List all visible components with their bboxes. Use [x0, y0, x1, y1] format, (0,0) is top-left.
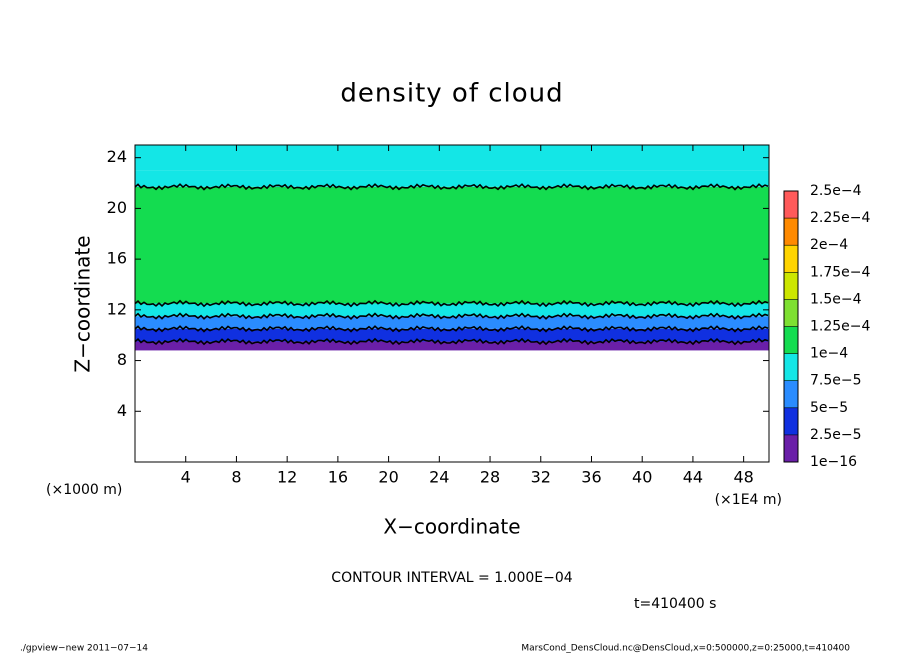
contour-line [134, 312, 769, 321]
x-tick-label: 44 [683, 468, 703, 487]
y-tick-label: 4 [117, 401, 127, 420]
colorbar-label: 1.25e−4 [810, 319, 871, 335]
x-tick-label: 12 [277, 468, 297, 487]
x-tick-label: 20 [378, 468, 398, 487]
colorbar-bin [784, 218, 798, 246]
contour-line [134, 183, 769, 191]
colorbar-label: 7.5e−5 [810, 373, 862, 389]
colorbar-label: 1.75e−4 [810, 264, 871, 280]
colorbar-bin [784, 353, 798, 381]
heat-cell [135, 341, 769, 351]
colorbar-label: 2.5e−5 [810, 427, 862, 443]
plot-frame [134, 144, 770, 463]
colorbar-label: 2.25e−4 [810, 210, 871, 226]
heat-cell [135, 145, 769, 171]
x-tick-label: 8 [231, 468, 241, 487]
heat-cell [135, 328, 769, 342]
heat-cell [135, 316, 769, 329]
colorbar-bin [784, 272, 798, 300]
x-tick-label: 36 [581, 468, 601, 487]
x-unit-left: (×1000 m) [46, 482, 122, 498]
heat-cell [135, 186, 769, 304]
chart-title: density of cloud [340, 79, 563, 109]
x-axis-label: X−coordinate [383, 515, 520, 539]
x-tick-label: 48 [733, 468, 753, 487]
colorbar-bin [784, 407, 798, 435]
x-tick-label: 24 [429, 468, 449, 487]
heat-cell [135, 303, 769, 317]
colorbar-label: 1e−16 [810, 454, 857, 470]
y-tick-label: 20 [107, 198, 127, 217]
colorbar-bin [784, 434, 798, 462]
y-tick-label: 24 [107, 147, 127, 166]
colorbar-label: 1e−4 [810, 346, 848, 362]
x-tick-label: 40 [632, 468, 652, 487]
colorbar-bin [784, 245, 798, 273]
colorbar-label: 1.5e−4 [810, 291, 862, 307]
colorbar-bin [784, 191, 798, 219]
x-tick-label: 32 [531, 468, 551, 487]
colorbar-label: 2.5e−4 [810, 183, 862, 199]
colorbar-bin [784, 326, 798, 354]
colorbar-bin [784, 299, 798, 327]
footer-right: MarsCond_DensCloud.nc@DensCloud,x=0:5000… [521, 644, 850, 654]
contour-line [134, 299, 769, 308]
y-tick-label: 12 [107, 299, 127, 318]
heat-cell [135, 170, 769, 187]
x-unit-right: (×1E4 m) [715, 492, 782, 508]
y-tick-label: 8 [117, 350, 127, 369]
y-tick-label: 16 [107, 249, 127, 268]
colorbar-bin [784, 380, 798, 408]
contour-line [134, 325, 769, 333]
colorbar-label: 2e−4 [810, 237, 848, 253]
x-tick-label: 16 [328, 468, 348, 487]
x-tick-label: 28 [480, 468, 500, 487]
colorbar-label: 5e−5 [810, 400, 848, 416]
contour-line [134, 337, 769, 346]
time-label: t=410400 s [634, 596, 716, 612]
footer-left: ./gpview−new 2011−07−14 [20, 644, 148, 654]
y-axis-label: Z−coordinate [71, 235, 95, 372]
x-tick-label: 4 [181, 468, 191, 487]
contour-interval: CONTOUR INTERVAL = 1.000E−04 [331, 570, 572, 586]
